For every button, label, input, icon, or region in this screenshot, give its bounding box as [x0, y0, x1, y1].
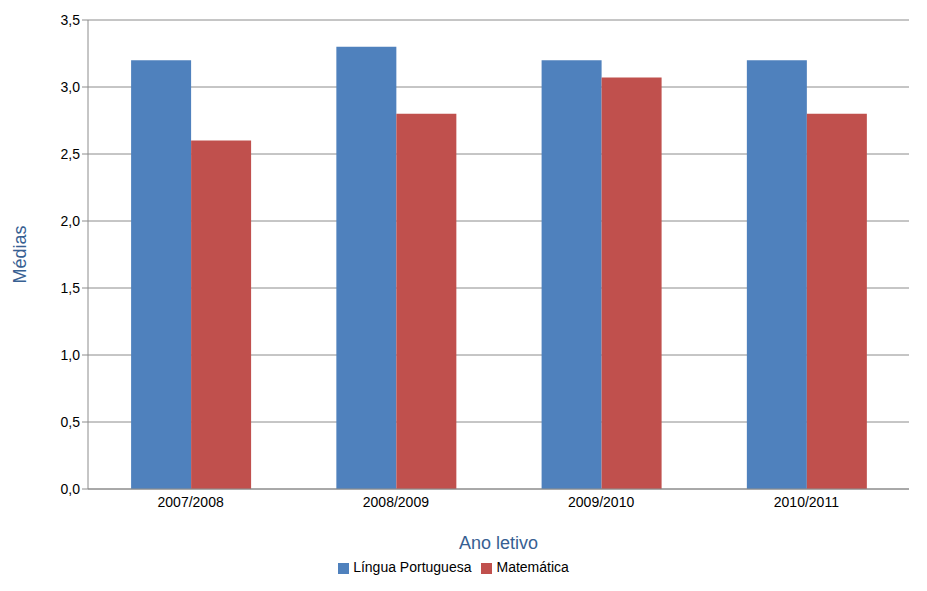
svg-text:Médias: Médias [10, 225, 30, 283]
svg-text:2,5: 2,5 [61, 146, 81, 162]
svg-text:Ano letivo: Ano letivo [459, 533, 538, 553]
svg-text:2008/2009: 2008/2009 [363, 494, 429, 510]
svg-text:1,5: 1,5 [61, 280, 81, 296]
svg-text:1,0: 1,0 [61, 347, 81, 363]
svg-text:3,0: 3,0 [61, 79, 81, 95]
svg-text:3,5: 3,5 [61, 12, 81, 28]
html-text:Língua Portuguesa: Língua Portuguesa [353, 559, 472, 575]
svg-text:0,5: 0,5 [61, 414, 81, 430]
svg-text:2007/2008: 2007/2008 [158, 494, 224, 510]
svg-text:2010/2011: 2010/2011 [774, 494, 839, 510]
html-text:Matemática: Matemática [496, 559, 569, 575]
svg-text:2009/2010: 2009/2010 [568, 494, 634, 510]
svg-text:0,0: 0,0 [61, 481, 81, 497]
svg-text:2,0: 2,0 [61, 213, 81, 229]
